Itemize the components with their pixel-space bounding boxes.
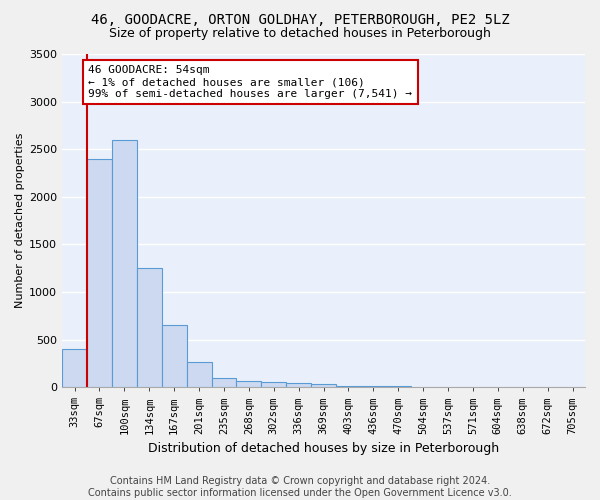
Bar: [286, 384, 311, 387]
Y-axis label: Number of detached properties: Number of detached properties: [15, 133, 25, 308]
Bar: [386, 386, 411, 387]
Bar: [87, 158, 112, 387]
Bar: [262, 382, 286, 387]
Text: Size of property relative to detached houses in Peterborough: Size of property relative to detached ho…: [109, 28, 491, 40]
Bar: [62, 349, 87, 387]
Bar: [187, 362, 212, 387]
Text: 46, GOODACRE, ORTON GOLDHAY, PETERBOROUGH, PE2 5LZ: 46, GOODACRE, ORTON GOLDHAY, PETERBOROUG…: [91, 12, 509, 26]
Text: Contains HM Land Registry data © Crown copyright and database right 2024.
Contai: Contains HM Land Registry data © Crown c…: [88, 476, 512, 498]
Bar: [137, 268, 162, 387]
Bar: [162, 326, 187, 387]
X-axis label: Distribution of detached houses by size in Peterborough: Distribution of detached houses by size …: [148, 442, 499, 455]
Bar: [361, 386, 386, 387]
Bar: [336, 386, 361, 387]
Text: 46 GOODACRE: 54sqm
← 1% of detached houses are smaller (106)
99% of semi-detache: 46 GOODACRE: 54sqm ← 1% of detached hous…: [88, 66, 412, 98]
Bar: [112, 140, 137, 387]
Bar: [212, 378, 236, 387]
Bar: [311, 384, 336, 387]
Bar: [236, 382, 262, 387]
